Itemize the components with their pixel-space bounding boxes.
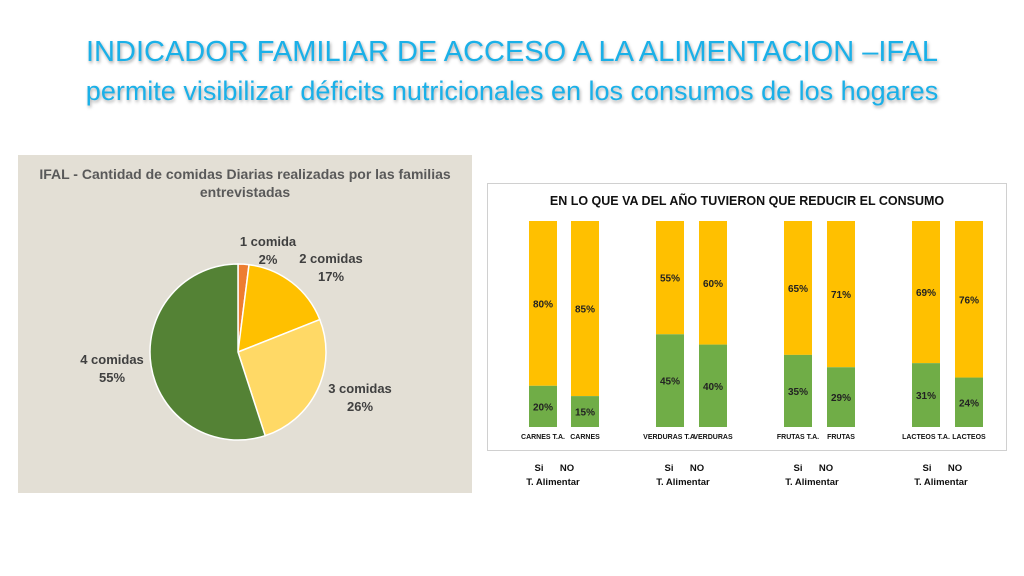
pie-slice-category: 2 comidas: [299, 251, 363, 266]
pie-slice-value: 55%: [98, 370, 126, 385]
legend-no-label: NO: [947, 463, 963, 474]
bar-segment-no-reduction: [529, 221, 557, 386]
bar-category-label: CARNES: [570, 434, 600, 441]
legend-si-label: Si: [793, 463, 803, 474]
bar-value-label-no-reduction: 65%: [788, 284, 808, 295]
bar-segment-reduction: [571, 396, 599, 427]
bar-group-legend: Si NO T. Alimentar: [638, 462, 728, 490]
bar-value-label-reduction: 24%: [959, 398, 979, 409]
bar-value-label-reduction: 29%: [831, 393, 851, 404]
bar-group-legend: Si NO T. Alimentar: [767, 462, 857, 490]
bar-category-label: VERDURAS T.A.: [643, 434, 697, 441]
legend-no-label: NO: [559, 463, 575, 474]
bar-segment-reduction: [699, 344, 727, 427]
bar-segment-no-reduction: [955, 221, 983, 378]
pie-slice-category: 4 comidas: [80, 352, 144, 367]
bar-value-label-reduction: 20%: [533, 402, 553, 413]
bar-value-label-reduction: 35%: [788, 387, 808, 398]
bar-category-label: VERDURAS: [693, 434, 733, 441]
pie-slice-value: 17%: [317, 269, 345, 284]
pie-chart: [149, 263, 327, 441]
bar-category-label: FRUTAS: [827, 434, 855, 441]
bar-value-label-reduction: 40%: [703, 382, 723, 393]
bar-segment-no-reduction: [656, 221, 684, 335]
bar-category-label: CARNES T.A.: [521, 434, 565, 441]
pie-slice: [149, 263, 267, 441]
bar-category-label: FRUTAS T.A.: [777, 434, 819, 441]
bar-value-label-no-reduction: 80%: [533, 299, 553, 310]
bar-value-label-no-reduction: 55%: [660, 274, 680, 285]
pie-slice-category: 1 comida: [239, 234, 297, 249]
legend-si-label: Si: [534, 463, 544, 474]
bar-category-label: LACTEOS: [952, 434, 986, 441]
pie-slice-category: 3 comidas: [328, 381, 392, 396]
bar-segment-no-reduction: [571, 221, 599, 397]
slide-subtitle: permite visibilizar déficits nutricional…: [85, 76, 939, 106]
bar-value-label-no-reduction: 71%: [831, 290, 851, 301]
bar-segment-reduction: [784, 354, 812, 427]
legend-caption: T. Alimentar: [656, 477, 710, 488]
bar-value-label-no-reduction: 69%: [916, 288, 936, 299]
pie-slice-value: 26%: [346, 399, 374, 414]
pie-slice: [237, 318, 327, 437]
bar-group-legend: Si NO T. Alimentar: [896, 462, 986, 490]
pie-chart-panel: IFAL - Cantidad de comidas Diarias reali…: [18, 155, 472, 493]
bar-segment-no-reduction: [827, 221, 855, 368]
pie-chart-title: IFAL - Cantidad de comidas Diarias reali…: [39, 166, 451, 200]
legend-no-label: NO: [818, 463, 834, 474]
slide-title: INDICADOR FAMILIAR DE ACCESO A LA ALIMEN…: [86, 36, 938, 68]
bar-segment-reduction: [529, 385, 557, 427]
legend-caption: T. Alimentar: [914, 477, 968, 488]
pie-slice-label: 4 comidas 55%: [72, 351, 152, 387]
bar-value-label-no-reduction: 60%: [703, 279, 723, 290]
bar-segment-no-reduction: [912, 221, 940, 364]
bar-value-label-reduction: 45%: [660, 377, 680, 388]
bar-segment-no-reduction: [699, 221, 727, 345]
legend-caption: T. Alimentar: [785, 477, 839, 488]
bar-segment-reduction: [912, 363, 940, 427]
pie-slice-label: 1 comida 2%: [228, 233, 308, 269]
pie-slice-label: 2 comidas 17%: [291, 250, 371, 286]
bar-chart-panel: EN LO QUE VA DEL AÑO TUVIERON QUE REDUCI…: [487, 183, 1007, 451]
bar-value-label-no-reduction: 76%: [959, 295, 979, 306]
bar-segment-reduction: [955, 377, 983, 427]
pie-slice-value: 2%: [258, 252, 278, 267]
pie-slice: [237, 263, 321, 354]
bar-category-label: LACTEOS T.A.: [902, 434, 950, 441]
bar-segment-reduction: [827, 367, 855, 427]
bar-chart-title: EN LO QUE VA DEL AÑO TUVIERON QUE REDUCI…: [549, 194, 945, 208]
bar-group-legend: Si NO T. Alimentar: [508, 462, 598, 490]
bar-segment-reduction: [656, 334, 684, 427]
pie-slice-label: 3 comidas 26%: [320, 380, 400, 416]
legend-caption: T. Alimentar: [526, 477, 580, 488]
bar-value-label-no-reduction: 85%: [575, 305, 595, 316]
legend-si-label: Si: [664, 463, 674, 474]
legend-no-label: NO: [689, 463, 705, 474]
legend-si-label: Si: [922, 463, 932, 474]
bar-value-label-reduction: 15%: [575, 408, 595, 419]
bar-segment-no-reduction: [784, 221, 812, 355]
bar-value-label-reduction: 31%: [916, 391, 936, 402]
bar-chart: 80% 20% CARNES T.A. 85% 15% CARNES 55% 45% VERDU…: [521, 221, 986, 441]
